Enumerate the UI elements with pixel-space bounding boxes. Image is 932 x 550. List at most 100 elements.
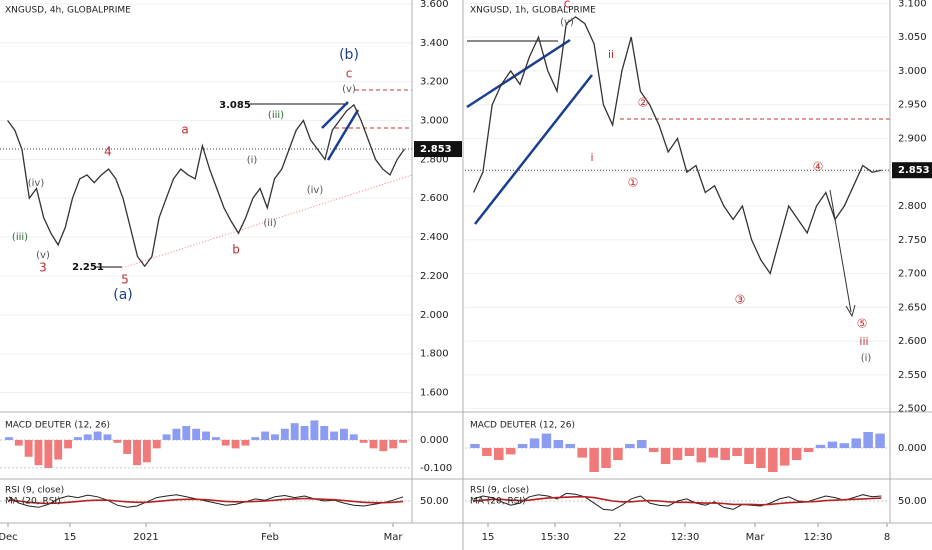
bar (399, 439, 408, 443)
bar (379, 439, 388, 452)
bar (231, 439, 240, 449)
pane-title: MACD DEUTER (12, 26) (470, 421, 575, 431)
pane-title: XNGUSD, 1h, GLOBALPRIME (470, 6, 596, 16)
line (8, 494, 404, 508)
bar (4, 437, 13, 440)
bar (732, 448, 742, 456)
bar (290, 423, 299, 440)
x-tick-label: 15 (482, 532, 495, 543)
y-tick-label: 2.400 (420, 232, 449, 243)
wave-label: iii (859, 335, 868, 348)
bar (133, 439, 141, 466)
y-tick-label: 1.600 (420, 388, 449, 399)
bar (803, 448, 814, 452)
wave-label: (v) (36, 250, 50, 261)
bar (349, 434, 358, 440)
y-tick-label: 3.200 (420, 77, 449, 88)
last-price-label: 2.853 (420, 144, 452, 155)
wave-label: a (181, 123, 188, 137)
bar (211, 437, 220, 440)
y-tick-label: 3.400 (420, 38, 449, 49)
bar (73, 437, 82, 440)
wave-label: ii (608, 48, 614, 61)
bar (779, 448, 790, 466)
bar (648, 448, 659, 452)
y-tick-label: 3.050 (898, 32, 927, 43)
y-tick-label: 2.700 (898, 269, 927, 280)
bar (541, 433, 552, 448)
bar (696, 448, 707, 463)
drawings (96, 38, 890, 318)
y-tick-label: 2.750 (898, 235, 927, 246)
bar (672, 448, 683, 460)
x-tick-label: 2021 (133, 532, 158, 543)
y-tick-label: 3.100 (898, 0, 927, 9)
channel-line (326, 109, 360, 161)
channel-line (466, 38, 571, 109)
line (473, 16, 882, 276)
wave-label: ④ (813, 160, 824, 174)
bar (359, 439, 368, 443)
bar (123, 439, 132, 454)
bar (684, 448, 695, 456)
wave-label: ③ (735, 293, 746, 307)
wave-label: (i) (247, 155, 258, 166)
bar (330, 431, 339, 440)
bar (851, 438, 861, 448)
bar (14, 439, 23, 446)
bar (261, 431, 270, 440)
x-tick-label: 12:30 (671, 532, 700, 543)
channel-line (321, 101, 349, 129)
y-tick-label: 0.000 (420, 435, 449, 446)
y-tick-label: 2.650 (898, 302, 927, 313)
line (473, 492, 882, 511)
last-price-box (892, 162, 932, 179)
wave-label: 2.251 (72, 262, 104, 273)
bar (708, 448, 719, 458)
bar (529, 438, 540, 448)
x-tick-label: Mar (746, 532, 766, 543)
y-tick-label: 2.800 (898, 201, 927, 212)
bar (577, 448, 587, 458)
bar (64, 439, 72, 449)
bar (251, 437, 260, 440)
bar (589, 448, 599, 472)
y-tick-label: 50.00 (420, 496, 449, 507)
last-price-box (414, 141, 462, 158)
bar (389, 439, 398, 449)
x-tick-label: Feb (261, 532, 279, 543)
bar (192, 428, 201, 440)
bar (660, 448, 671, 464)
line (7, 103, 405, 268)
y-tick-label: 2.200 (420, 271, 449, 282)
wave-label: c (346, 67, 353, 81)
last-price-label: 2.853 (898, 165, 930, 176)
bar (827, 441, 838, 448)
bar (636, 440, 647, 448)
wave-label: (ii) (263, 218, 276, 229)
wave-label: ② (638, 96, 649, 110)
legend-entry: RSI (9, close) (5, 486, 64, 496)
bar (172, 428, 181, 440)
wave-label: 5 (121, 273, 129, 287)
bar (280, 428, 289, 440)
arrow-head (845, 304, 856, 318)
x-tick-label: 8 (884, 532, 890, 543)
bar (482, 448, 492, 456)
bar (744, 448, 754, 464)
bar (271, 434, 279, 440)
bar (34, 439, 43, 466)
bar (815, 444, 826, 448)
bar (756, 448, 766, 468)
y-tick-label: 1.800 (420, 349, 449, 360)
arrow (829, 189, 852, 313)
bar (470, 444, 480, 448)
bar (300, 425, 309, 440)
y-tick-label: 2.800 (420, 154, 449, 165)
bar (340, 428, 348, 440)
x-tick-label: 15 (64, 532, 77, 543)
bar (83, 434, 92, 440)
